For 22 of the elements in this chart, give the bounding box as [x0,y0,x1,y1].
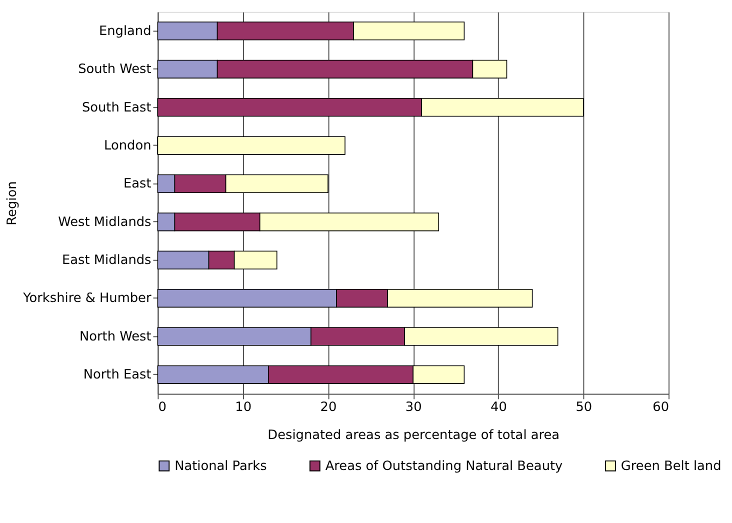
x-tick-label: 40 [490,400,507,416]
x-tick-label: 0 [158,400,166,416]
legend-label: National Parks [174,458,268,474]
x-tick-label: 50 [576,400,592,416]
y-tick-label: Yorkshire & Humber [22,291,152,306]
legend-label: Green Belt land [620,458,722,474]
x-tick-label: 30 [405,400,422,416]
legend-label: Areas of Outstanding Natural Beauty [325,458,564,474]
y-tick-label: East Midlands [62,253,152,268]
x-tick-label: 20 [320,400,337,416]
x-axis-title: Designated areas as percentage of total area [268,428,560,443]
y-tick-label: London [104,138,152,154]
y-tick-label: East [123,176,152,192]
y-tick-label: England [98,24,152,39]
y-axis-title: Region [4,181,20,226]
x-tick-label: 10 [235,400,252,416]
y-tick-label: North West [79,329,152,344]
y-tick-label: South East [82,100,152,116]
y-tick-label: North East [83,368,152,383]
y-tick-label: West Midlands [58,214,152,230]
x-tick-label: 60 [652,400,670,416]
y-tick-label: South West [78,62,152,78]
